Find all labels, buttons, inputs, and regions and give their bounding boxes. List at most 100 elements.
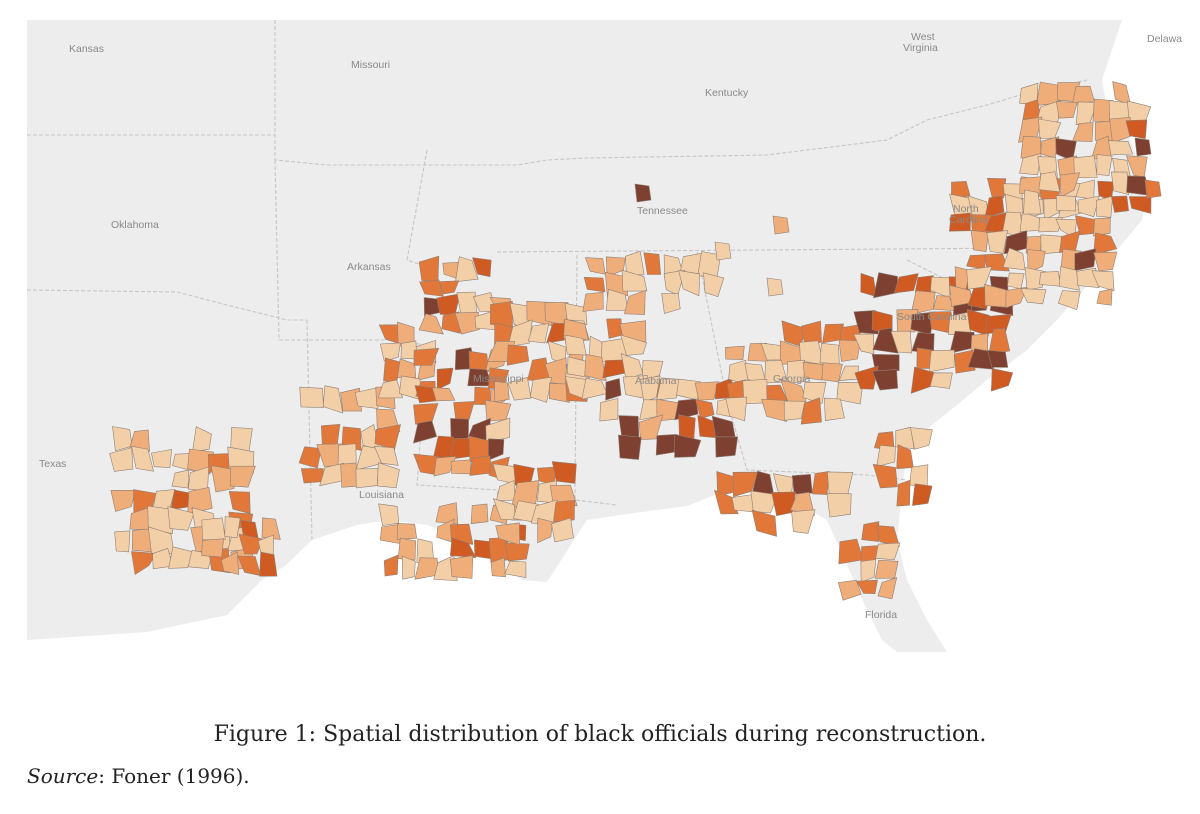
county-shape xyxy=(261,517,281,540)
county-shape xyxy=(298,446,322,469)
county-shape xyxy=(674,398,699,421)
county-shape xyxy=(504,542,530,562)
county-shape xyxy=(928,349,955,373)
county-shape xyxy=(620,334,647,356)
county-shape xyxy=(131,445,155,472)
county-shape xyxy=(373,445,399,466)
county-shape xyxy=(1038,171,1061,193)
county-shape xyxy=(990,368,1014,392)
county-shape xyxy=(438,280,460,295)
label-florida: Florida xyxy=(865,609,897,621)
county-shape xyxy=(192,426,212,452)
label-delaware: Delawa xyxy=(1147,33,1182,45)
county-shape xyxy=(449,537,477,558)
county-shape xyxy=(802,361,827,381)
county-shape xyxy=(1058,266,1080,291)
county-shape xyxy=(1074,248,1097,272)
label-kentucky: Kentucky xyxy=(705,87,749,99)
county-shape xyxy=(986,230,1008,254)
county-shape xyxy=(187,486,213,515)
county-shape xyxy=(1027,249,1046,274)
county-shape xyxy=(970,229,989,253)
county-shape xyxy=(966,308,990,337)
county-shape xyxy=(564,302,588,325)
county-shape xyxy=(340,462,358,488)
county-shape xyxy=(506,344,530,366)
label-oklahoma: Oklahoma xyxy=(111,219,159,231)
county-shape xyxy=(1073,155,1098,179)
county-shape xyxy=(322,385,344,414)
county-shape xyxy=(838,339,861,362)
label-west-virginia-1: West xyxy=(911,31,935,43)
county-shape xyxy=(954,266,971,292)
county-shape xyxy=(655,434,677,456)
county-shape xyxy=(171,469,190,489)
county-shape xyxy=(1096,195,1113,218)
county-shape xyxy=(201,517,226,541)
county-shape xyxy=(494,380,510,403)
county-shape xyxy=(259,551,278,577)
county-shape xyxy=(875,542,901,561)
county-shape xyxy=(837,579,862,601)
county-shape xyxy=(546,322,567,344)
county-shape xyxy=(210,465,235,493)
county-shape xyxy=(711,415,736,441)
county-shape xyxy=(229,465,256,488)
label-kansas: Kansas xyxy=(69,43,104,55)
county-shape xyxy=(396,523,418,540)
county-shape xyxy=(376,462,400,489)
county-shape xyxy=(147,505,175,534)
county-shape xyxy=(504,560,527,579)
county-shape xyxy=(714,489,739,515)
label-missouri: Missouri xyxy=(351,59,390,71)
county-shape xyxy=(912,483,933,506)
county-shape xyxy=(725,345,745,360)
label-mississippi: Mississippi xyxy=(473,373,524,385)
county-shape xyxy=(397,358,417,379)
county-shape xyxy=(441,311,461,334)
county-shape xyxy=(470,503,489,524)
county-shape xyxy=(800,397,822,425)
county-shape xyxy=(110,489,137,512)
county-shape xyxy=(826,492,852,518)
county-shape xyxy=(761,398,788,422)
county-shape xyxy=(468,350,490,372)
county-shape xyxy=(599,398,619,422)
county-shape xyxy=(1059,172,1081,198)
county-shape xyxy=(949,212,971,232)
county-shape xyxy=(1007,272,1025,290)
county-shape xyxy=(836,382,864,405)
county-shape xyxy=(625,250,645,276)
county-shape xyxy=(490,557,506,578)
county-shape xyxy=(433,456,457,477)
county-shape xyxy=(1020,288,1047,305)
county-shape xyxy=(201,538,224,558)
county-shape xyxy=(606,318,624,339)
county-shape xyxy=(1128,196,1152,214)
source-text: : Foner (1996). xyxy=(98,764,250,788)
chesapeake-bay xyxy=(1123,20,1147,130)
county-shape xyxy=(355,468,379,489)
county-choropleth xyxy=(109,81,1162,601)
county-shape xyxy=(624,289,646,315)
county-shape xyxy=(890,330,913,354)
county-shape xyxy=(634,183,652,203)
county-shape xyxy=(783,400,806,421)
county-shape xyxy=(1093,232,1118,256)
county-shape xyxy=(910,427,933,450)
county-shape xyxy=(638,414,664,440)
county-shape xyxy=(109,447,134,472)
county-shape xyxy=(379,342,401,362)
county-shape xyxy=(537,517,553,544)
county-shape xyxy=(492,498,516,521)
label-north-carolina-1: North xyxy=(953,203,979,215)
county-shape xyxy=(453,401,475,422)
county-shape xyxy=(703,272,725,297)
figure-source: Source: Foner (1996). xyxy=(27,764,250,788)
county-shape xyxy=(821,362,843,383)
county-shape xyxy=(527,323,550,344)
county-shape xyxy=(583,276,606,293)
county-shape xyxy=(1096,288,1113,306)
county-shape xyxy=(750,490,778,514)
state-labels: Kansas Missouri Kentucky West Virginia D… xyxy=(39,31,1182,621)
